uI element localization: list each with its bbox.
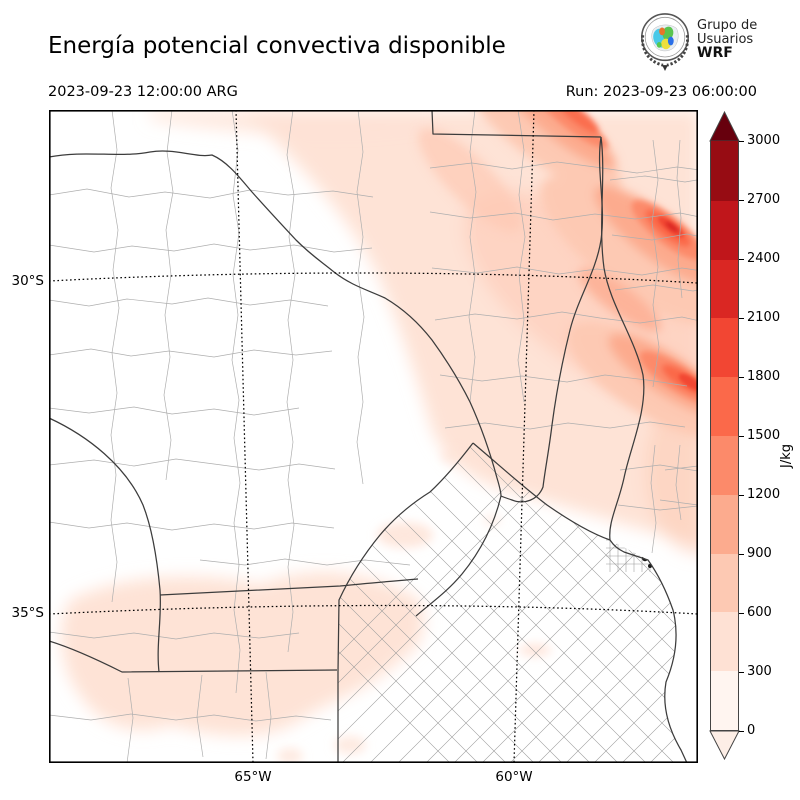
colorbar-tick-label: 3000 <box>747 133 781 148</box>
map-frame <box>49 110 698 763</box>
colorbar-tick-mark <box>739 671 744 673</box>
colorbar-tick-mark <box>739 140 744 142</box>
parallel-30s <box>49 272 698 284</box>
wrf-logo-icon <box>641 13 689 71</box>
colorbar-tick-label: 0 <box>747 723 756 738</box>
colorbar-tick-label: 300 <box>747 664 772 679</box>
colorbar-segment <box>711 376 738 436</box>
colorbar-segment <box>711 258 738 319</box>
cape-map <box>49 110 698 763</box>
colorbar-segment <box>711 611 738 672</box>
colorbar-tick-label: 2100 <box>747 310 781 325</box>
colorbar-tick-label: 600 <box>747 605 772 620</box>
colorbar-over-arrow <box>709 111 740 142</box>
colorbar-unit-label: J/kg <box>779 444 794 468</box>
graticule-lines <box>49 110 698 763</box>
colorbar-tick-label: 1800 <box>747 369 781 384</box>
colorbar-tick-mark <box>739 435 744 437</box>
colorbar-segment <box>711 140 738 201</box>
colorbar-tick-mark <box>739 376 744 378</box>
colorbar-segment <box>711 434 738 495</box>
province-borders <box>49 110 688 763</box>
ytick-30s: 30°S <box>11 273 45 289</box>
ytick-35s: 35°S <box>11 605 45 621</box>
colorbar-tick-label: 1200 <box>747 487 781 502</box>
valid-time-label: 2023-09-23 12:00:00 ARG <box>48 84 238 100</box>
department-borders <box>49 110 698 763</box>
xtick-60w: 60°W <box>495 769 533 785</box>
colorbar <box>710 140 739 731</box>
colorbar-segment <box>711 317 738 378</box>
colorbar-segment <box>711 552 738 613</box>
logo-text-line3: WRF <box>697 45 733 61</box>
parallel-35s <box>49 604 698 615</box>
page-title: Energía potencial convectiva disponible <box>48 33 506 59</box>
colorbar-under-arrow <box>709 730 740 761</box>
amba-dense-departments <box>606 538 654 572</box>
run-time-label: Run: 2023-09-23 06:00:00 <box>565 84 757 100</box>
colorbar-tick-mark <box>739 494 744 496</box>
colorbar-tick-label: 1500 <box>747 428 781 443</box>
colorbar-segment <box>711 670 738 730</box>
colorbar-segment <box>711 493 738 554</box>
logo-text-line1: Grupo de <box>697 18 758 33</box>
colorbar-tick-label: 900 <box>747 546 772 561</box>
colorbar-tick-label: 2700 <box>747 192 781 207</box>
cape-shaded-field <box>61 110 698 763</box>
colorbar-tick-mark <box>739 612 744 614</box>
colorbar-tick-mark <box>739 730 744 732</box>
colorbar-tick-label: 2400 <box>747 251 781 266</box>
colorbar-segment <box>711 199 738 260</box>
xtick-65w: 65°W <box>234 769 272 785</box>
colorbar-tick-mark <box>739 199 744 201</box>
logo-text-line2: Usuarios <box>697 32 754 47</box>
colorbar-tick-mark <box>739 258 744 260</box>
colorbar-tick-mark <box>739 553 744 555</box>
colorbar-tick-mark <box>739 317 744 319</box>
